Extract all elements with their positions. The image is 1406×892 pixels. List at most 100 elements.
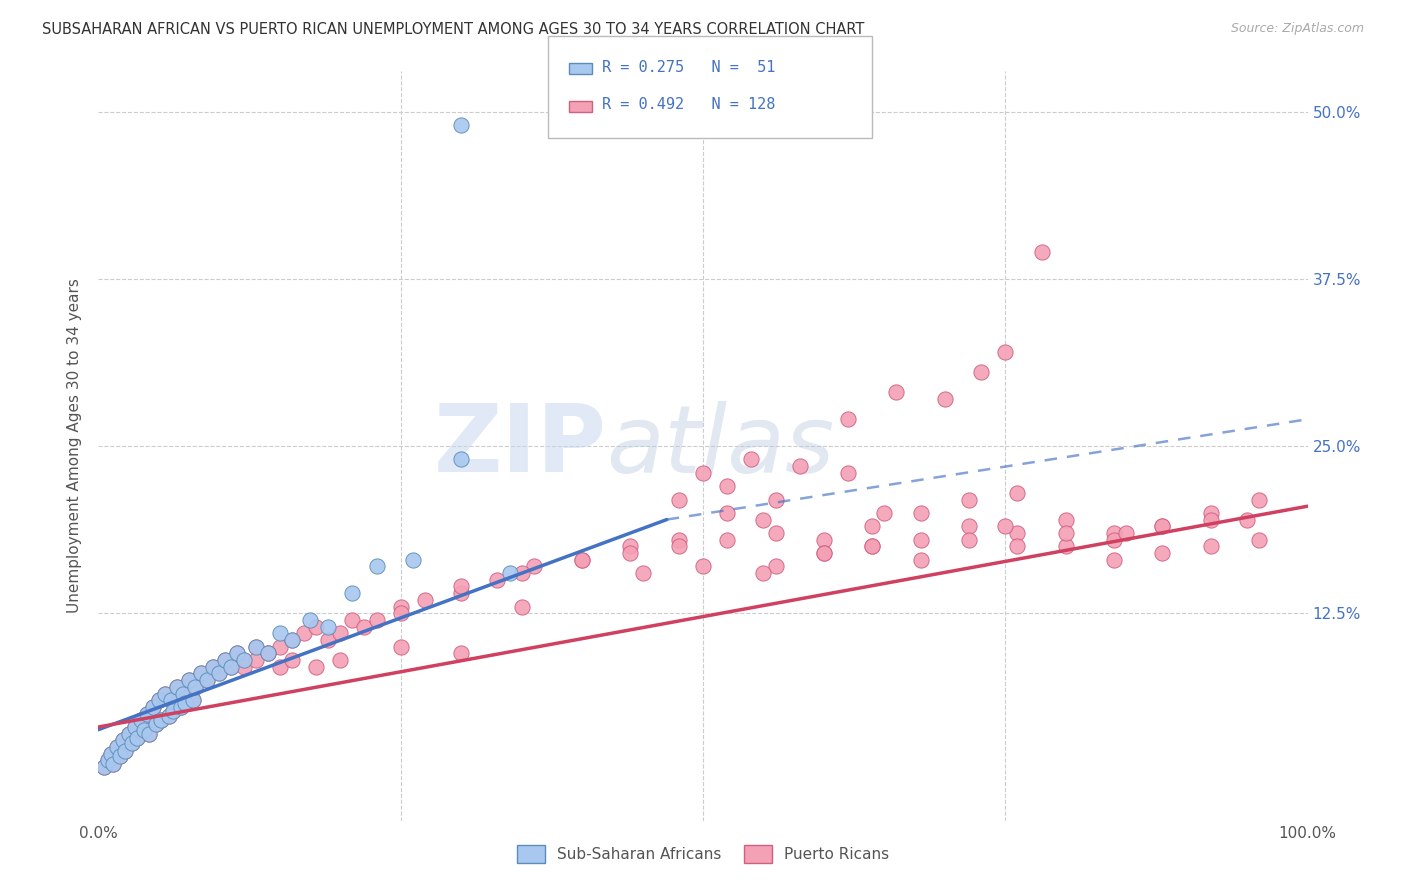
Point: [190, 666, 212, 681]
Point: [631, 566, 654, 581]
Point: [571, 552, 593, 567]
Point: [114, 744, 136, 758]
Point: [970, 366, 993, 380]
Point: [1102, 552, 1125, 567]
Point: [860, 519, 883, 533]
Point: [389, 599, 412, 614]
Point: [1007, 485, 1029, 500]
Point: [166, 680, 188, 694]
Point: [281, 633, 304, 648]
Point: [316, 633, 339, 648]
Point: [668, 533, 690, 547]
Point: [668, 492, 690, 507]
Point: [214, 653, 236, 667]
Point: [221, 660, 243, 674]
Point: [1031, 245, 1053, 260]
Point: [305, 620, 328, 634]
Point: [124, 720, 146, 734]
Text: ZIP: ZIP: [433, 400, 606, 492]
Point: [157, 709, 180, 723]
Point: [765, 559, 787, 574]
Point: [129, 714, 152, 728]
Point: [174, 696, 197, 710]
Point: [994, 519, 1017, 533]
Point: [134, 723, 156, 737]
Point: [934, 392, 956, 407]
Point: [450, 586, 472, 600]
Point: [716, 506, 738, 520]
Point: [124, 720, 146, 734]
Point: [195, 673, 218, 688]
Point: [184, 680, 207, 694]
Point: [245, 640, 267, 654]
Point: [162, 704, 184, 718]
Point: [765, 492, 787, 507]
Point: [232, 653, 254, 667]
Point: [1152, 519, 1174, 533]
Point: [232, 660, 254, 674]
Point: [269, 640, 291, 654]
Point: [256, 646, 278, 660]
Point: [135, 706, 157, 721]
Point: [413, 593, 436, 607]
Point: [886, 385, 908, 400]
Point: [1236, 512, 1258, 526]
Point: [148, 693, 170, 707]
Point: [121, 736, 143, 750]
Point: [1102, 533, 1125, 547]
Point: [813, 533, 835, 547]
Point: [668, 539, 690, 553]
Point: [1249, 533, 1271, 547]
Point: [1054, 526, 1077, 541]
Point: [256, 646, 278, 660]
Point: [153, 687, 176, 701]
Point: [571, 552, 593, 567]
Point: [389, 640, 412, 654]
Point: [486, 573, 509, 587]
Point: [114, 744, 136, 758]
Point: [450, 646, 472, 660]
Point: [166, 680, 188, 694]
Point: [1199, 539, 1222, 553]
Point: [692, 559, 714, 574]
Point: [97, 753, 120, 767]
Point: [269, 626, 291, 640]
Point: [523, 559, 546, 574]
Point: [169, 699, 191, 714]
Point: [366, 613, 388, 627]
Point: [101, 757, 124, 772]
Point: [957, 533, 980, 547]
Point: [127, 731, 149, 745]
Point: [450, 580, 472, 594]
Point: [789, 459, 811, 474]
Point: [172, 687, 194, 701]
Point: [214, 653, 236, 667]
Text: R = 0.492   N = 128: R = 0.492 N = 128: [602, 97, 775, 112]
Point: [111, 733, 134, 747]
Text: atlas: atlas: [606, 401, 835, 491]
Point: [129, 714, 152, 728]
Point: [1007, 526, 1029, 541]
Point: [179, 673, 201, 688]
Point: [93, 760, 115, 774]
Point: [93, 760, 115, 774]
Point: [281, 633, 304, 648]
Y-axis label: Unemployment Among Ages 30 to 34 years: Unemployment Among Ages 30 to 34 years: [67, 278, 83, 614]
Point: [957, 492, 980, 507]
Point: [150, 714, 173, 728]
Point: [402, 552, 425, 567]
Point: [957, 519, 980, 533]
Point: [994, 345, 1017, 359]
Point: [860, 539, 883, 553]
Point: [329, 626, 352, 640]
Point: [498, 566, 520, 581]
Point: [108, 749, 131, 764]
Point: [184, 680, 207, 694]
Point: [1152, 546, 1174, 560]
Point: [366, 559, 388, 574]
Point: [226, 646, 249, 660]
Point: [138, 726, 160, 740]
Point: [162, 704, 184, 718]
Point: [752, 566, 775, 581]
Point: [160, 693, 183, 707]
